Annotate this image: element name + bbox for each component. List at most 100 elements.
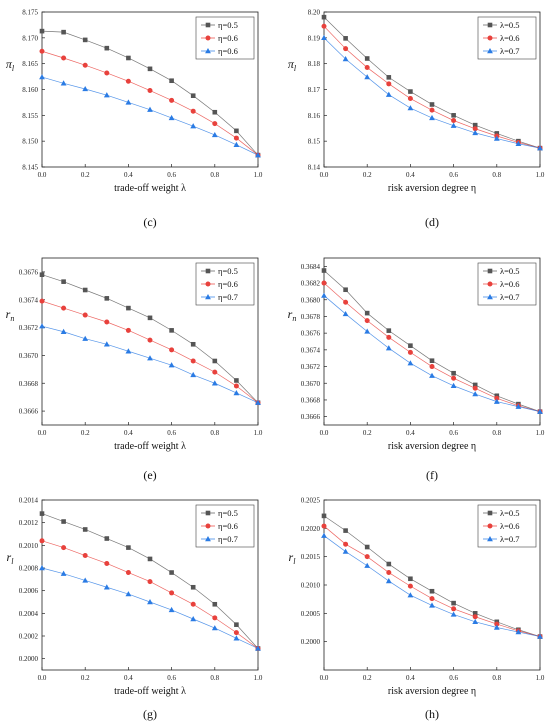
data-point	[429, 358, 435, 364]
x-tick-label: 0.6	[449, 171, 458, 179]
data-point	[342, 548, 349, 554]
data-point	[39, 565, 45, 571]
data-point	[386, 328, 392, 333]
data-point	[190, 584, 196, 590]
chart-panel-4: 0.0 0.2 0.4 0.6 0.8 1.0 0.3666 0.3668 0.3670 0.36…	[288, 257, 545, 482]
y-tick-label: 0.2002	[19, 633, 39, 641]
data-point	[385, 345, 392, 351]
data-point	[429, 596, 435, 602]
legend: λ=0.5 λ=0.6 λ=0.7	[477, 504, 537, 548]
data-point	[515, 403, 522, 409]
x-tick-label: 1.0	[536, 171, 545, 179]
x-tick-label: 0.0	[320, 429, 329, 437]
panel-caption: (g)	[143, 707, 157, 721]
data-point	[472, 382, 478, 388]
x-tick-label: 0.8	[492, 429, 501, 437]
data-point	[451, 370, 456, 376]
data-point	[408, 343, 413, 348]
data-point	[82, 553, 88, 559]
data-point	[190, 123, 197, 129]
data-point	[169, 78, 174, 84]
data-point	[169, 590, 175, 596]
data-point	[321, 292, 327, 298]
y-tick-label: 0.3678	[301, 313, 321, 321]
x-tick-label: 0.6	[449, 429, 458, 437]
data-point	[168, 362, 175, 368]
y-tick-label: 0.3666	[301, 413, 321, 421]
data-point	[39, 298, 45, 304]
data-point	[343, 36, 348, 41]
legend-label: λ=0.6	[500, 279, 520, 289]
data-point	[342, 56, 349, 62]
data-point	[321, 268, 327, 273]
x-tick-label: 0.2	[81, 429, 90, 437]
data-point	[472, 391, 479, 397]
data-point	[321, 513, 327, 519]
legend-label: η=0.5	[218, 508, 238, 518]
chart-panel-3: 0.0 0.2 0.4 0.6 0.8 1.0 0.3666 0.3668 0.3670 0.36…	[6, 257, 263, 482]
x-tick-label: 0.8	[492, 674, 501, 682]
data-point	[61, 279, 66, 284]
legend: η=0.5 η=0.6 η=0.6	[195, 16, 255, 60]
y-tick-label: 8.150	[22, 138, 38, 146]
data-point	[451, 375, 457, 381]
data-point	[493, 624, 500, 630]
x-tick-label: 0.4	[406, 674, 415, 682]
data-point	[364, 544, 370, 550]
y-tick-label: 0.3670	[19, 352, 39, 360]
data-point	[429, 372, 435, 378]
y-tick-label: 8.19	[308, 34, 321, 42]
legend-marker	[205, 35, 211, 41]
data-point	[104, 560, 110, 566]
data-point	[39, 272, 45, 277]
x-tick-label: 0.0	[320, 171, 329, 179]
data-point	[125, 99, 132, 105]
data-point	[212, 358, 218, 364]
x-tick-label: 0.6	[167, 674, 176, 682]
data-point	[39, 323, 45, 329]
data-point	[82, 37, 88, 43]
data-point	[255, 399, 261, 405]
data-point	[212, 121, 218, 127]
data-point	[147, 556, 153, 562]
x-tick-label: 0.6	[167, 429, 176, 437]
panel-caption: (c)	[143, 215, 156, 229]
data-point	[537, 145, 543, 151]
data-point	[364, 65, 370, 71]
legend-marker	[205, 22, 211, 28]
data-point	[343, 46, 349, 52]
data-point	[147, 315, 153, 321]
data-point	[343, 287, 348, 293]
data-point	[233, 630, 239, 636]
data-point	[385, 578, 392, 584]
data-point	[103, 584, 110, 590]
data-point	[82, 527, 88, 532]
data-point	[451, 600, 456, 606]
data-point	[408, 89, 413, 94]
data-point	[364, 74, 371, 80]
data-point	[212, 615, 218, 621]
legend-marker	[487, 294, 493, 300]
y-tick-label: 0.2025	[301, 497, 321, 505]
data-point	[212, 369, 218, 375]
data-point	[472, 122, 478, 128]
data-point	[321, 23, 327, 29]
series-3	[321, 34, 543, 151]
legend-label: η=0.7	[218, 292, 238, 302]
data-point	[125, 327, 131, 333]
x-tick-label: 0.8	[210, 171, 219, 179]
legend-marker	[205, 510, 211, 516]
y-tick-label: 8.160	[22, 86, 38, 94]
data-point	[364, 328, 371, 334]
legend-marker	[487, 35, 493, 41]
legend-label: λ=0.5	[500, 266, 520, 276]
data-point	[234, 622, 239, 627]
x-tick-label: 0.6	[449, 674, 458, 682]
data-point	[494, 395, 500, 401]
data-point	[343, 299, 349, 305]
data-point	[472, 614, 478, 620]
data-point	[82, 85, 89, 92]
data-point	[39, 511, 45, 516]
legend-marker	[205, 48, 211, 54]
